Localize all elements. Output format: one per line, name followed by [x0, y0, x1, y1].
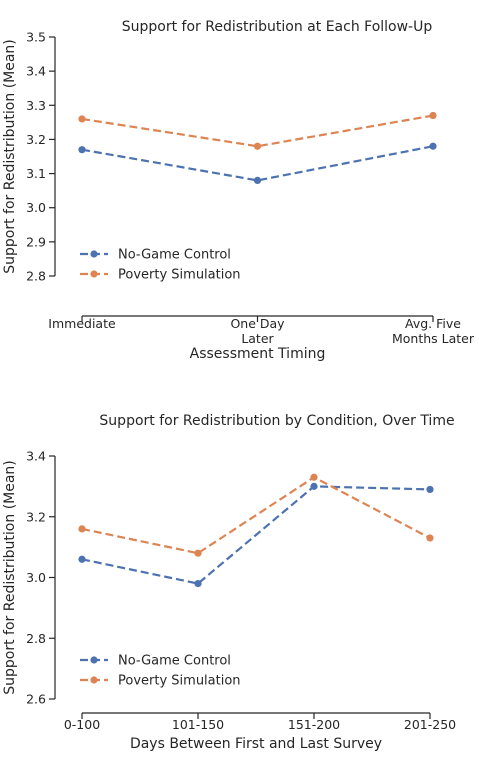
legend-label: No-Game Control	[118, 248, 231, 263]
chart-title: Support for Redistribution by Condition,…	[99, 413, 454, 429]
y-tick-label: 3.0	[26, 570, 46, 585]
series-line-no-game-control	[81, 485, 431, 585]
data-point	[194, 579, 202, 588]
data-point	[426, 485, 434, 494]
x-tick-label: Immediate	[48, 316, 116, 331]
y-tick-label: 3.3	[26, 98, 46, 113]
x-tick-label: One Day	[230, 316, 285, 331]
x-axis-label: Days Between First and Last Survey	[130, 736, 382, 752]
x-axis-label: Assessment Timing	[190, 346, 326, 362]
data-point	[426, 534, 434, 542]
x-tick-label: 201-250	[404, 717, 456, 732]
chart-over-time: Support for Redistribution by Condition,…	[2, 413, 456, 752]
y-tick-label: 3.1	[26, 166, 46, 181]
legend-swatch-marker	[90, 270, 98, 278]
y-tick-label: 2.9	[26, 234, 46, 249]
legend-label: No-Game Control	[118, 654, 231, 669]
y-tick-label: 3.4	[26, 449, 46, 464]
data-point	[429, 142, 437, 150]
y-axis-label: Support for Redistribution (Mean)	[2, 460, 18, 695]
data-point	[78, 525, 86, 533]
legend-label: Poverty Simulation	[118, 268, 241, 283]
data-point	[253, 142, 262, 150]
data-point	[78, 146, 86, 154]
x-tick-label: Months Later	[392, 331, 475, 346]
y-tick-label: 2.8	[26, 631, 46, 646]
y-tick-label: 3.0	[26, 200, 46, 215]
data-point	[310, 482, 318, 490]
data-point	[429, 111, 437, 120]
legend-label: Poverty Simulation	[118, 674, 241, 689]
data-point	[78, 115, 86, 123]
y-tick-label: 3.5	[26, 30, 46, 45]
y-tick-label: 3.4	[26, 64, 46, 79]
y-tick-label: 3.2	[26, 509, 46, 524]
x-tick-label: 0-100	[64, 717, 100, 732]
data-point	[194, 549, 202, 557]
series-line-poverty-simulation	[81, 114, 434, 148]
data-point	[78, 555, 86, 563]
y-tick-label: 3.2	[26, 132, 46, 147]
series-line-poverty-simulation	[81, 475, 431, 555]
x-tick-label: Later	[241, 331, 274, 346]
series-line-no-game-control	[81, 145, 434, 182]
x-tick-label: 151-200	[288, 717, 340, 732]
legend-swatch-marker	[90, 656, 98, 664]
chart-followup: Support for Redistribution at Each Follo…	[2, 19, 475, 362]
y-axis-label: Support for Redistribution (Mean)	[2, 39, 18, 274]
x-tick-label: Avg. Five	[405, 316, 461, 331]
legend-swatch-marker	[90, 250, 98, 258]
data-point	[310, 473, 318, 481]
y-tick-label: 2.6	[26, 692, 46, 707]
y-tick-label: 2.8	[26, 269, 46, 284]
data-point	[253, 176, 262, 184]
x-tick-label: 101-150	[172, 717, 224, 732]
legend-swatch-marker	[90, 676, 98, 684]
chart-title: Support for Redistribution at Each Follo…	[122, 19, 433, 35]
